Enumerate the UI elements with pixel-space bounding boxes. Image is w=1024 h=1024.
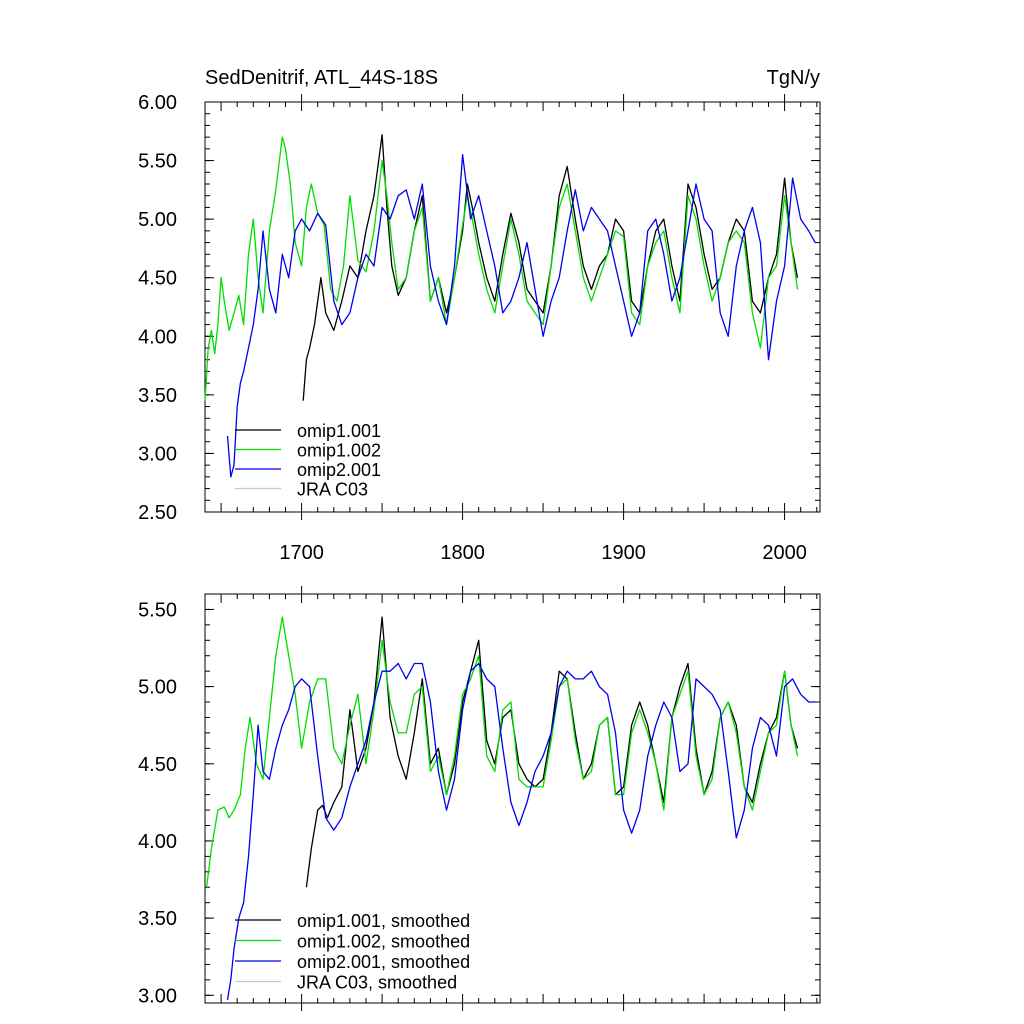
- y-tick-label: 5.50: [138, 599, 177, 621]
- y-tick-label: 4.50: [138, 754, 177, 776]
- legend-label: omip2.001: [297, 460, 381, 480]
- series-line-omip1-001: [302, 134, 799, 401]
- y-tick-label: 6.00: [138, 92, 177, 114]
- x-tick-label: 1900: [601, 542, 646, 564]
- chart-title: SedDenitrif, ATL_44S-18S: [205, 67, 438, 89]
- series-line-omip1-002-smoothed: [205, 616, 799, 888]
- y-tick-label: 5.00: [138, 209, 177, 231]
- units-label: TgN/y: [767, 67, 820, 89]
- y-tick-label: 4.00: [138, 326, 177, 348]
- y-tick-label: 5.50: [138, 151, 177, 173]
- x-tick-label: 2000: [762, 542, 807, 564]
- y-tick-label: 4.50: [138, 268, 177, 290]
- legend-label: JRA C03: [297, 480, 368, 500]
- y-tick-label: 4.00: [138, 831, 177, 853]
- plot-frame: [204, 593, 821, 1004]
- legend-label: omip2.001, smoothed: [297, 952, 470, 972]
- legend-label: omip1.001: [297, 421, 381, 441]
- y-tick-label: 3.50: [138, 908, 177, 930]
- y-tick-label: 5.00: [138, 677, 177, 699]
- series-line-omip2-001: [226, 154, 816, 478]
- legend-label: JRA C03, smoothed: [297, 973, 457, 993]
- y-tick-label: 2.50: [138, 502, 177, 524]
- legend-label: omip1.002, smoothed: [297, 932, 470, 952]
- legend-label: omip1.002: [297, 441, 381, 461]
- legend-label: omip1.001, smoothed: [297, 911, 470, 931]
- x-tick-label: 1700: [279, 542, 324, 564]
- y-tick-label: 3.00: [138, 443, 177, 465]
- series-line-omip2-001-smoothed: [226, 662, 816, 1001]
- series-line-omip1-002: [204, 136, 799, 401]
- y-tick-label: 3.50: [138, 385, 177, 407]
- plot-frame: [204, 101, 821, 513]
- x-tick-label: 1800: [440, 542, 485, 564]
- y-tick-label: 3.00: [138, 985, 177, 1007]
